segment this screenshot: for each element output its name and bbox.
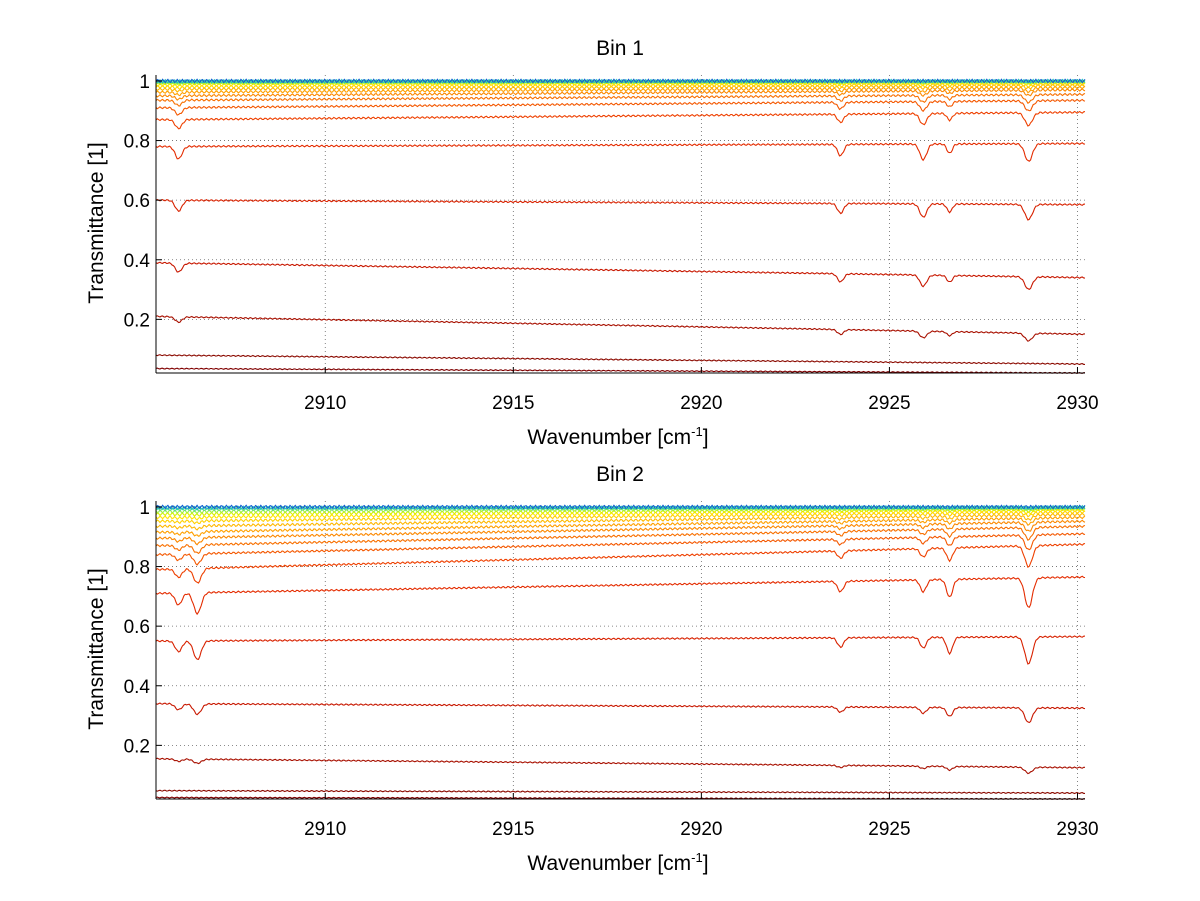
series-line xyxy=(155,512,1086,531)
series-line xyxy=(155,198,1086,221)
x-tick-label: 2915 xyxy=(492,393,534,414)
axes-frame xyxy=(155,75,1085,374)
series-line xyxy=(155,110,1086,130)
series-line xyxy=(155,88,1086,101)
series-line xyxy=(155,92,1086,107)
series-group xyxy=(155,78,1086,374)
series-line xyxy=(155,78,1086,84)
series-line xyxy=(155,789,1085,795)
series-group xyxy=(155,504,1086,800)
series-line xyxy=(155,635,1086,665)
x-tick-label: 2915 xyxy=(492,819,534,840)
panel-bin-1: Bin 1 2910 2915 2920 2925 29300.20.40.60.81 … xyxy=(85,37,1099,449)
grid xyxy=(156,75,1085,373)
x-axis-label: Wavenumber [cm-1] xyxy=(527,424,708,449)
series-line xyxy=(155,519,1086,546)
chart-title: Bin 2 xyxy=(596,463,644,486)
y-tick-label: 0.4 xyxy=(124,677,151,698)
series-line xyxy=(155,98,1086,116)
series-line xyxy=(155,506,1086,518)
x-tick-label: 2910 xyxy=(304,819,346,840)
x-tick-label: 2925 xyxy=(868,819,910,840)
y-tick-label: 1 xyxy=(139,72,150,93)
y-axis-label: Transmittance [1] xyxy=(85,142,108,303)
y-tick-label: 1 xyxy=(139,498,150,519)
x-tick-label: 2930 xyxy=(1056,393,1098,414)
x-tick-label: 2930 xyxy=(1056,819,1098,840)
series-line xyxy=(155,354,1085,366)
panel-bin-2: Bin 2 2910 2915 2920 2925 29300.20.40.60.81 … xyxy=(85,463,1099,875)
x-tick-label: 2920 xyxy=(680,393,722,414)
x-tick-label: 2910 xyxy=(304,393,346,414)
series-line xyxy=(155,542,1086,584)
x-axis-label: Wavenumber [cm-1] xyxy=(527,850,708,875)
chart-title: Bin 1 xyxy=(596,37,644,60)
y-tick-label: 0.2 xyxy=(124,310,150,331)
y-tick-label: 0.8 xyxy=(124,558,150,579)
series-line xyxy=(155,575,1086,616)
series-line xyxy=(155,509,1086,525)
series-line xyxy=(155,532,1086,566)
x-tick-label: 2920 xyxy=(680,819,722,840)
series-line xyxy=(155,757,1085,775)
series-line xyxy=(155,515,1086,537)
grid xyxy=(156,501,1085,799)
y-tick-label: 0.2 xyxy=(124,736,150,757)
series-line xyxy=(155,81,1086,91)
y-axis-label: Transmittance [1] xyxy=(85,568,108,729)
series-line xyxy=(155,524,1086,555)
tick-labels: 2910 2915 2920 2925 2930 0.2 0.4 0.6 0.8 1 xyxy=(124,72,1099,414)
series-line xyxy=(155,261,1086,290)
series-line xyxy=(155,504,1086,510)
series-line xyxy=(155,142,1086,162)
tick-labels: 2910 2915 2920 2925 2930 0.2 0.4 0.6 0.8 1 xyxy=(124,498,1099,840)
axes-frame xyxy=(155,501,1085,800)
y-tick-label: 0.6 xyxy=(124,191,150,212)
series-line xyxy=(155,315,1085,342)
y-tick-label: 0.8 xyxy=(124,132,150,153)
x-tick-label: 2925 xyxy=(868,393,910,414)
series-line xyxy=(155,85,1086,97)
y-tick-label: 0.6 xyxy=(124,617,150,638)
series-line xyxy=(155,702,1086,724)
y-tick-label: 0.4 xyxy=(124,251,151,272)
